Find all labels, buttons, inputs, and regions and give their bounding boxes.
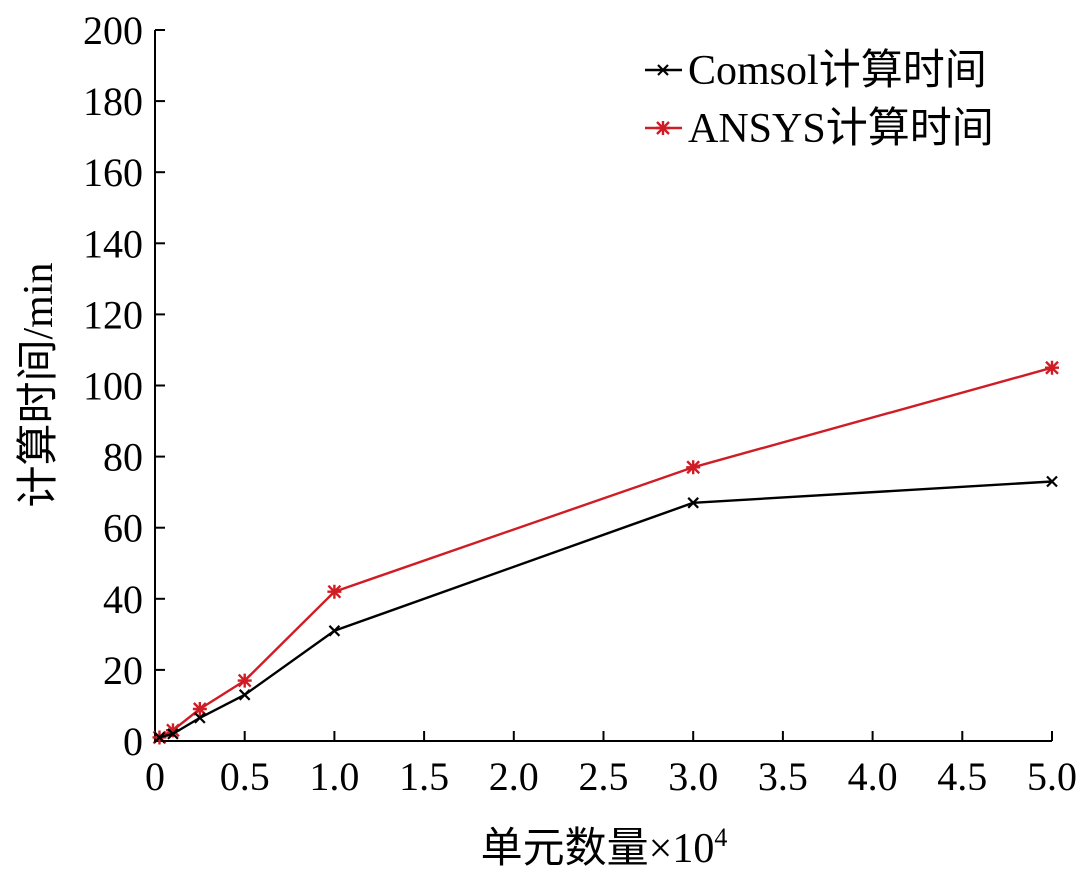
x-tick-label: 2.5 <box>579 754 629 799</box>
data-point <box>192 702 207 717</box>
data-point <box>165 723 180 738</box>
data-point <box>237 673 252 688</box>
x-tick-label: 3.5 <box>758 754 808 799</box>
x-tick-label: 0.5 <box>220 754 270 799</box>
y-axis-title: 计算时间/min <box>16 262 62 507</box>
legend-swatch-marker <box>657 64 669 76</box>
series-line <box>159 480 1053 739</box>
x-tick-label: 4.0 <box>848 754 898 799</box>
data-point <box>686 460 701 475</box>
x-axis-title: 单元数量×104 <box>481 823 728 872</box>
legend-label: ANSYS计算时间 <box>688 106 994 152</box>
legend: Comsol计算时间 ANSYS计算时间 <box>645 48 994 152</box>
data-point <box>327 584 342 599</box>
data-point <box>238 689 251 701</box>
legend-swatch-marker <box>656 121 670 135</box>
x-tick-label: 1.0 <box>309 754 359 799</box>
x-tick-label: 0 <box>145 754 165 799</box>
data-point <box>167 728 179 740</box>
x-axis-title-superscript: 4 <box>714 823 727 852</box>
x-tick-label: 1.5 <box>399 754 449 799</box>
y-tick-label: 140 <box>83 221 143 266</box>
x-axis-title-main: 单元数量×10 <box>481 826 715 872</box>
y-tick-label: 100 <box>83 364 143 409</box>
y-tick-label: 0 <box>123 719 143 764</box>
legend-item: ANSYS计算时间 <box>645 106 994 152</box>
y-tick-label: 80 <box>103 435 143 480</box>
series-ansys <box>152 360 1059 745</box>
x-tick-label: 4.5 <box>937 754 987 799</box>
series-layer <box>152 360 1059 745</box>
y-ticks: 0 20 40 60 80 100 120 140 160 180 200 <box>83 8 165 764</box>
data-point <box>194 712 206 724</box>
x-tick-label: 5.0 <box>1027 754 1077 799</box>
y-tick-label: 120 <box>83 292 143 337</box>
x-tick-label: 3.0 <box>668 754 718 799</box>
legend-label: Comsol计算时间 <box>688 48 987 94</box>
y-tick-label: 20 <box>103 648 143 693</box>
series-comsol <box>153 475 1058 744</box>
data-point <box>1046 475 1058 488</box>
data-point <box>328 625 341 637</box>
y-tick-label: 60 <box>103 506 143 551</box>
y-tick-label: 40 <box>103 577 143 622</box>
legend-item: Comsol计算时间 <box>645 48 987 94</box>
data-point <box>1045 360 1059 375</box>
y-tick-label: 200 <box>83 8 143 53</box>
data-point <box>153 731 166 744</box>
series-line <box>158 366 1053 739</box>
x-tick-label: 2.0 <box>489 754 539 799</box>
data-point <box>687 497 699 509</box>
y-tick-label: 160 <box>83 150 143 195</box>
x-ticks: 0 0.5 1.0 1.5 2.0 2.5 3.0 3.5 4.0 4.5 5.0 <box>145 731 1077 799</box>
y-tick-label: 180 <box>83 79 143 124</box>
